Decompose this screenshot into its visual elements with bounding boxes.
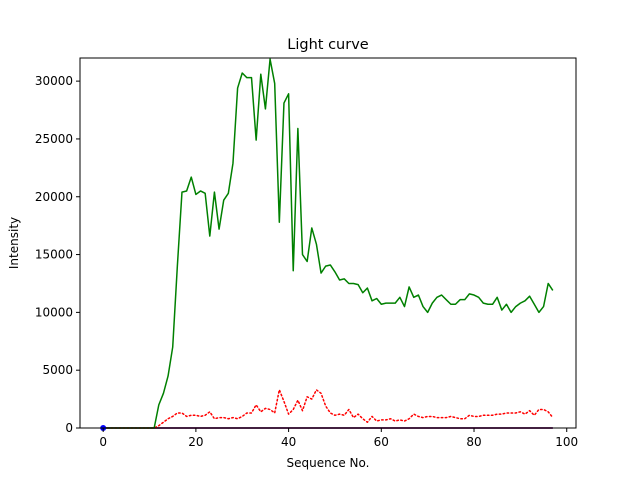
- y-tick-label: 10000: [35, 305, 73, 319]
- y-tick-label: 15000: [35, 248, 73, 262]
- y-axis-label: Intensity: [7, 217, 21, 269]
- x-tick-label: 0: [99, 435, 107, 449]
- y-tick-label: 20000: [35, 190, 73, 204]
- series-line-0: [103, 58, 554, 429]
- x-axis-label: Sequence No.: [287, 456, 370, 470]
- x-tick-label: 80: [466, 435, 481, 449]
- x-tick-label: 100: [555, 435, 578, 449]
- y-tick-label: 5000: [42, 363, 73, 377]
- series-line-1: [102, 389, 554, 429]
- x-tick-label: 20: [188, 435, 203, 449]
- y-tick-label: 30000: [35, 74, 73, 88]
- x-tick-label: 60: [374, 435, 389, 449]
- x-axis: 0 20 40 60 80 100: [99, 428, 578, 449]
- y-tick-label: 0: [65, 421, 73, 435]
- axes-frame: [79, 57, 577, 429]
- x-tick-label: 40: [281, 435, 296, 449]
- y-axis: 0 5000 10000 15000 20000 25000 30000: [35, 74, 80, 435]
- y-tick-label: 25000: [35, 132, 73, 146]
- chart-title: Light curve: [287, 37, 369, 53]
